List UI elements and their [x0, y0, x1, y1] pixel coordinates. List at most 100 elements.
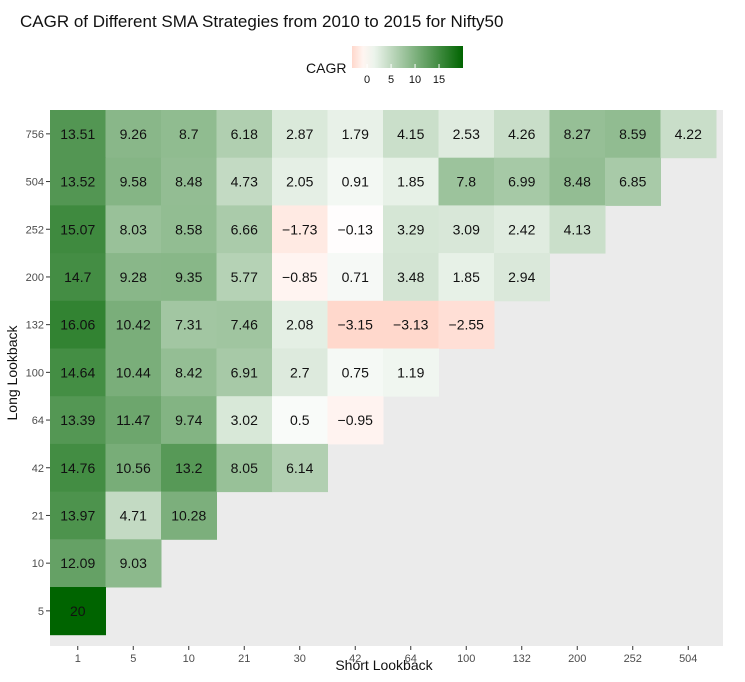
y-tick-label: 64 — [32, 415, 44, 427]
heatmap-cell — [438, 253, 495, 302]
cell-value-label: −2.55 — [449, 317, 485, 333]
cell-value-label: 2.42 — [508, 221, 535, 237]
cell-value-label: 13.39 — [60, 412, 95, 428]
cell-value-label: 13.51 — [60, 126, 95, 142]
heatmap-cell — [105, 205, 162, 254]
heatmap-cell — [105, 110, 162, 159]
cell-value-label: 4.26 — [508, 126, 535, 142]
heatmap-cell — [161, 110, 217, 159]
cell-value-label: −0.13 — [338, 221, 374, 237]
x-tick-label: 30 — [294, 653, 306, 665]
y-tick-label: 132 — [26, 320, 44, 332]
cell-value-label: 10.28 — [171, 507, 206, 523]
cell-value-label: 2.05 — [286, 174, 313, 190]
cell-value-label: 10.56 — [116, 460, 151, 476]
cell-value-label: 3.02 — [231, 412, 258, 428]
heatmap-cell — [605, 157, 661, 206]
y-tick-label: 100 — [26, 367, 44, 379]
cell-value-label: 6.18 — [231, 126, 258, 142]
heatmap-cell — [161, 205, 217, 254]
cell-value-label: 9.03 — [120, 555, 147, 571]
cell-value-label: 1.19 — [397, 364, 424, 380]
heatmap-cell — [383, 300, 439, 349]
x-tick-label: 5 — [130, 653, 136, 665]
heatmap-cell — [494, 110, 550, 159]
cell-value-label: 14.76 — [60, 460, 95, 476]
legend: CAGR 0 5 10 15 — [306, 46, 463, 86]
x-tick-label: 21 — [238, 653, 250, 665]
heatmap-cell — [438, 110, 495, 159]
heatmap-cell — [161, 443, 217, 493]
cell-value-label: 15.07 — [60, 221, 95, 237]
legend-color-bar — [352, 46, 463, 68]
cell-value-label: 20 — [70, 603, 86, 619]
x-tick-label: 100 — [457, 653, 475, 665]
cell-value-label: 1.85 — [453, 269, 480, 285]
cell-value-label: 1.85 — [397, 174, 424, 190]
heatmap-cell — [50, 587, 106, 636]
x-tick-label: 200 — [568, 653, 586, 665]
x-tick-label: 64 — [405, 653, 417, 665]
cell-value-label: 3.09 — [453, 221, 480, 237]
cell-value-label: 4.22 — [675, 126, 702, 142]
y-tick-label: 504 — [26, 177, 44, 189]
heatmap-cell — [272, 443, 328, 493]
cell-value-label: −3.13 — [393, 317, 429, 333]
x-tick-label: 42 — [349, 653, 361, 665]
cell-value-label: 2.87 — [286, 126, 313, 142]
cell-value-label: 9.58 — [120, 174, 147, 190]
cell-value-label: 9.74 — [175, 412, 202, 428]
heatmap-cell — [216, 300, 273, 349]
y-tick-label: 21 — [32, 510, 44, 522]
heatmap-cell — [327, 300, 384, 349]
legend-ticks: 0 5 10 15 — [364, 64, 445, 86]
heatmap-cell — [50, 110, 106, 159]
cell-value-label: 2.94 — [508, 269, 535, 285]
heatmap-cell — [105, 157, 162, 206]
cell-value-label: 4.13 — [564, 221, 591, 237]
cell-value-label: 6.99 — [508, 174, 535, 190]
heatmap-cell — [438, 205, 495, 254]
heatmap-cell — [327, 253, 384, 302]
y-tick-label: 200 — [26, 272, 44, 284]
x-tick-label: 10 — [183, 653, 195, 665]
cell-value-label: 8.48 — [175, 174, 202, 190]
cell-value-label: 0.71 — [342, 269, 369, 285]
y-tick-label: 5 — [38, 606, 44, 618]
heatmap-cell — [105, 491, 162, 540]
cell-value-label: 8.05 — [231, 460, 258, 476]
heatmap-cell — [105, 300, 162, 349]
heatmap-cell — [216, 396, 273, 445]
cell-value-label: −3.15 — [338, 317, 374, 333]
cell-value-label: 8.58 — [175, 221, 202, 237]
heatmap-cell — [383, 348, 439, 397]
cell-value-label: 8.59 — [619, 126, 646, 142]
heatmap-cell — [50, 491, 106, 540]
heatmap-cell — [216, 443, 273, 493]
heatmap-cell — [161, 300, 217, 349]
cell-value-label: 4.71 — [120, 507, 147, 523]
heatmap-cell — [549, 157, 606, 206]
cell-value-label: 1.79 — [342, 126, 369, 142]
x-tick-label: 132 — [513, 653, 531, 665]
heatmap-cell — [272, 300, 328, 349]
cell-value-label: 6.85 — [619, 174, 646, 190]
heatmap-cell — [494, 157, 550, 206]
heatmap-cell — [216, 253, 273, 302]
heatmap-cell — [327, 205, 384, 254]
heatmap-cell — [383, 110, 439, 159]
chart-title: CAGR of Different SMA Strategies from 20… — [20, 12, 503, 31]
heatmap-cell — [216, 205, 273, 254]
cell-value-label: 2.53 — [453, 126, 480, 142]
cell-value-label: 8.03 — [120, 221, 147, 237]
cell-value-label: 8.7 — [179, 126, 199, 142]
cell-value-label: 7.31 — [175, 317, 202, 333]
cell-value-label: 0.91 — [342, 174, 369, 190]
cell-value-label: −0.85 — [282, 269, 318, 285]
heatmap-cell — [105, 348, 162, 397]
cell-value-label: 6.14 — [286, 460, 313, 476]
cell-value-label: −0.95 — [338, 412, 374, 428]
heatmap-cell — [105, 253, 162, 302]
legend-tick-label: 10 — [409, 74, 421, 86]
cell-value-label: 9.26 — [120, 126, 147, 142]
